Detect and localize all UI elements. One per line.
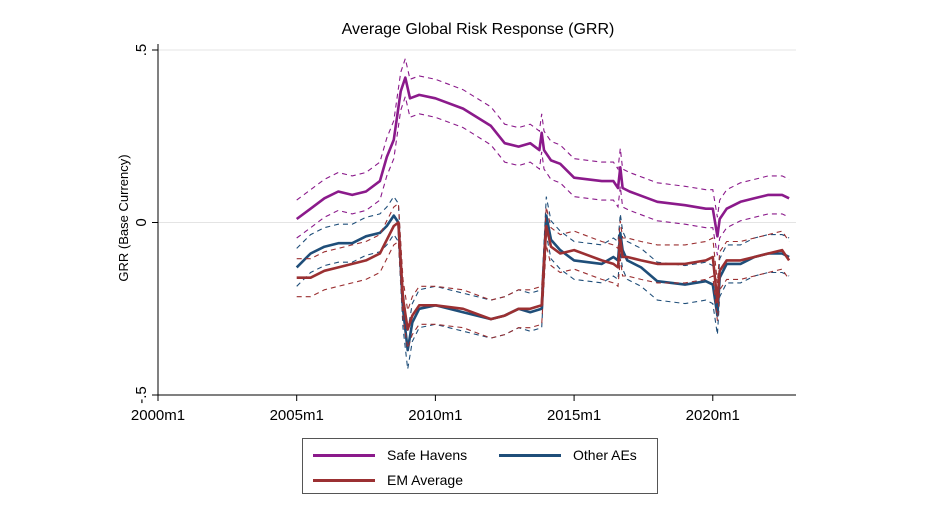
legend-label-safe-havens: Safe Havens — [387, 447, 467, 463]
x-tick-label: 2015m1 — [547, 407, 601, 424]
legend: Safe Havens Other AEs EM Average — [302, 438, 658, 494]
legend-swatch-safe-havens — [313, 454, 375, 457]
legend-item-other-aes: Other AEs — [499, 445, 637, 465]
legend-label-em-average: EM Average — [387, 472, 463, 488]
x-tick-label: 2010m1 — [408, 407, 462, 424]
axes: .5 0 -.5 2000m1 2005m1 2010m1 2015m1 2020m1 — [131, 44, 796, 424]
legend-swatch-other-aes — [499, 454, 561, 457]
x-tick-label: 2000m1 — [131, 407, 185, 424]
legend-item-safe-havens: Safe Havens — [313, 445, 467, 465]
legend-item-em-average: EM Average — [313, 470, 463, 490]
x-tick-label: 2020m1 — [686, 407, 740, 424]
grid-lines — [158, 50, 796, 395]
legend-swatch-em-average — [313, 479, 375, 482]
y-axis-label: GRR (Base Currency) — [116, 154, 131, 281]
series-lines — [297, 59, 789, 370]
y-tick-label: .5 — [133, 44, 150, 57]
legend-label-other-aes: Other AEs — [573, 447, 637, 463]
chart-canvas: Average Global Risk Response (GRR) .5 0 -.… — [0, 0, 930, 506]
chart-title: Average Global Risk Response (GRR) — [342, 21, 615, 38]
x-tick-label: 2005m1 — [270, 407, 324, 424]
y-tick-label: -.5 — [133, 386, 150, 404]
series-line-safe-havens — [297, 78, 789, 237]
y-tick-label: 0 — [133, 218, 150, 226]
